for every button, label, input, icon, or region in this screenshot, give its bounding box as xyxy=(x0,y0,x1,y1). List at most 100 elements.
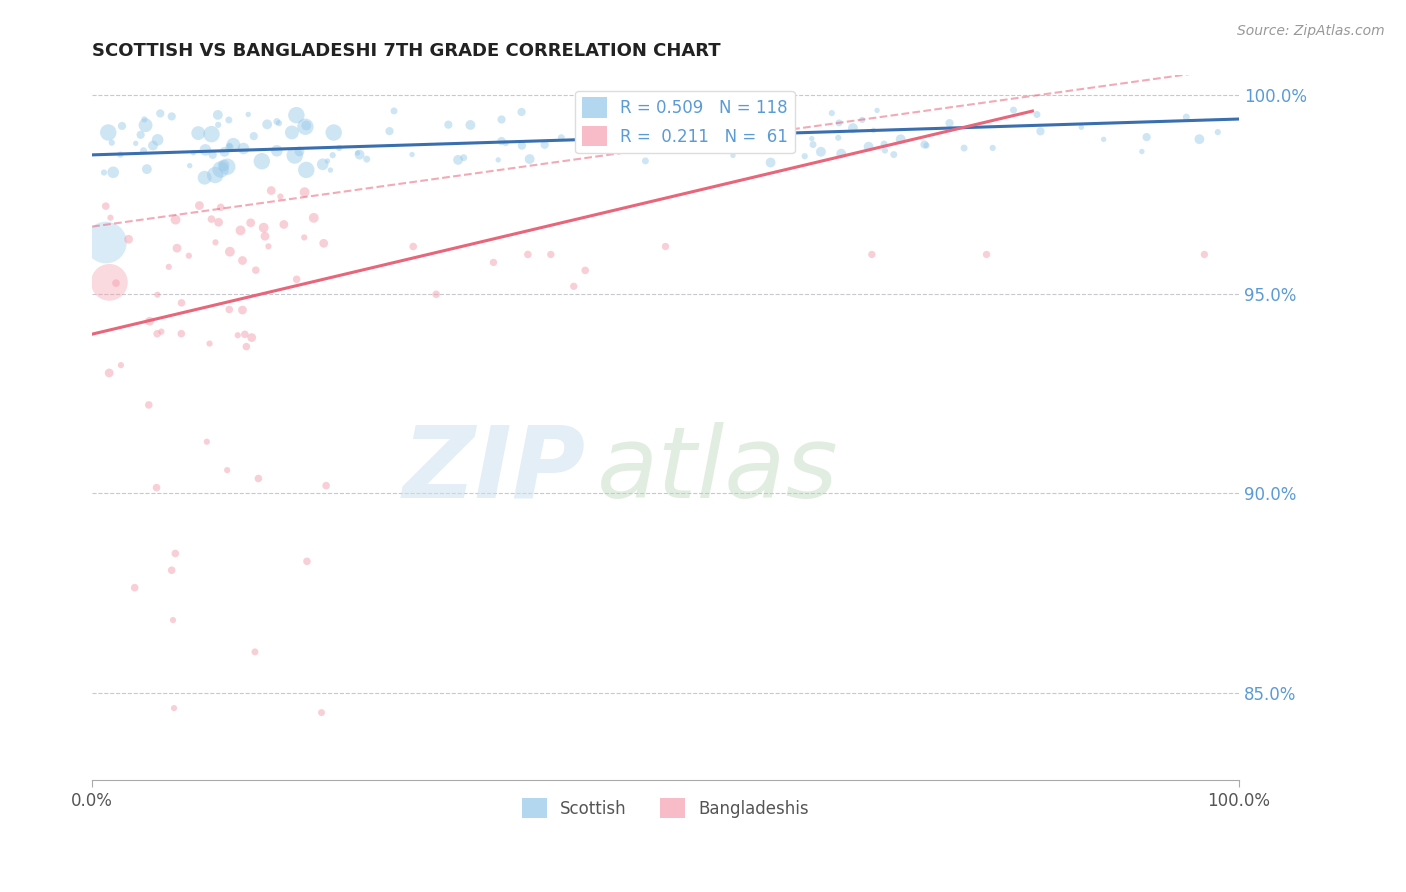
Point xyxy=(866,103,889,118)
Point xyxy=(110,358,132,372)
Point xyxy=(800,131,823,145)
Point xyxy=(146,326,169,341)
Point xyxy=(312,236,335,251)
Point xyxy=(218,138,240,153)
Point xyxy=(285,272,308,286)
Point xyxy=(915,138,938,153)
Point xyxy=(1092,132,1115,146)
Text: ZIP: ZIP xyxy=(402,422,585,518)
Point xyxy=(754,134,776,148)
Point xyxy=(217,463,239,477)
Point xyxy=(842,121,865,136)
Text: Source: ZipAtlas.com: Source: ZipAtlas.com xyxy=(1237,24,1385,38)
Point xyxy=(1188,132,1211,146)
Point xyxy=(267,116,290,130)
Point xyxy=(111,119,134,133)
Point xyxy=(1029,124,1052,138)
Point xyxy=(218,302,240,317)
Point xyxy=(94,199,117,213)
Point xyxy=(240,330,263,344)
Point xyxy=(132,144,155,158)
Point xyxy=(883,147,905,161)
Point xyxy=(765,112,787,126)
Point xyxy=(346,145,368,160)
Point xyxy=(460,118,482,132)
Point xyxy=(97,126,120,140)
Point xyxy=(273,218,295,232)
Point xyxy=(295,554,318,568)
Point xyxy=(231,303,253,318)
Point xyxy=(166,241,188,255)
Point xyxy=(482,255,505,269)
Point xyxy=(145,481,167,495)
Point xyxy=(890,132,912,146)
Point xyxy=(218,140,240,154)
Point xyxy=(256,117,278,131)
Point xyxy=(135,118,157,132)
Point xyxy=(821,106,844,120)
Point xyxy=(311,157,333,171)
Point xyxy=(243,645,266,659)
Point xyxy=(294,120,316,134)
Point xyxy=(495,136,517,150)
Point xyxy=(322,148,344,162)
Point xyxy=(229,223,252,237)
Point xyxy=(491,112,513,127)
Text: SCOTTISH VS BANGLADESHI 7TH GRADE CORRELATION CHART: SCOTTISH VS BANGLADESHI 7TH GRADE CORREL… xyxy=(93,42,721,60)
Point xyxy=(238,107,260,121)
Point xyxy=(654,239,676,253)
Point xyxy=(103,165,125,179)
Point xyxy=(862,123,884,137)
Point xyxy=(402,239,425,253)
Point xyxy=(634,153,657,168)
Point xyxy=(266,114,288,128)
Point xyxy=(938,116,960,130)
Point xyxy=(437,118,460,132)
Point xyxy=(93,165,115,179)
Point xyxy=(150,325,173,339)
Point xyxy=(679,145,702,159)
Point xyxy=(1194,247,1216,261)
Point xyxy=(177,249,200,263)
Point xyxy=(540,247,562,261)
Point xyxy=(322,126,344,140)
Point xyxy=(349,147,371,161)
Point xyxy=(201,148,224,162)
Point xyxy=(827,130,849,145)
Point xyxy=(976,247,998,261)
Point xyxy=(233,327,256,342)
Point xyxy=(212,158,235,172)
Point xyxy=(981,141,1004,155)
Point xyxy=(516,247,538,261)
Point xyxy=(242,129,264,144)
Point xyxy=(288,145,311,159)
Point xyxy=(851,112,873,127)
Point xyxy=(250,154,273,169)
Point xyxy=(138,314,160,328)
Point xyxy=(830,146,852,161)
Point xyxy=(1136,130,1159,145)
Point xyxy=(281,125,304,139)
Point xyxy=(828,116,851,130)
Point xyxy=(873,144,896,158)
Point xyxy=(194,170,217,185)
Point xyxy=(214,145,236,159)
Point xyxy=(98,366,121,380)
Point xyxy=(232,141,254,155)
Point xyxy=(1070,120,1092,135)
Point xyxy=(207,118,229,132)
Point xyxy=(294,185,316,199)
Point xyxy=(188,198,211,212)
Point xyxy=(187,126,209,140)
Point xyxy=(292,230,315,244)
Point xyxy=(226,328,249,343)
Point xyxy=(510,138,533,153)
Point xyxy=(134,112,156,127)
Point xyxy=(100,211,122,225)
Legend: Scottish, Bangladeshis: Scottish, Bangladeshis xyxy=(515,791,815,825)
Point xyxy=(550,130,572,145)
Point xyxy=(425,287,447,301)
Point xyxy=(260,184,283,198)
Point xyxy=(105,276,128,290)
Point xyxy=(146,133,169,147)
